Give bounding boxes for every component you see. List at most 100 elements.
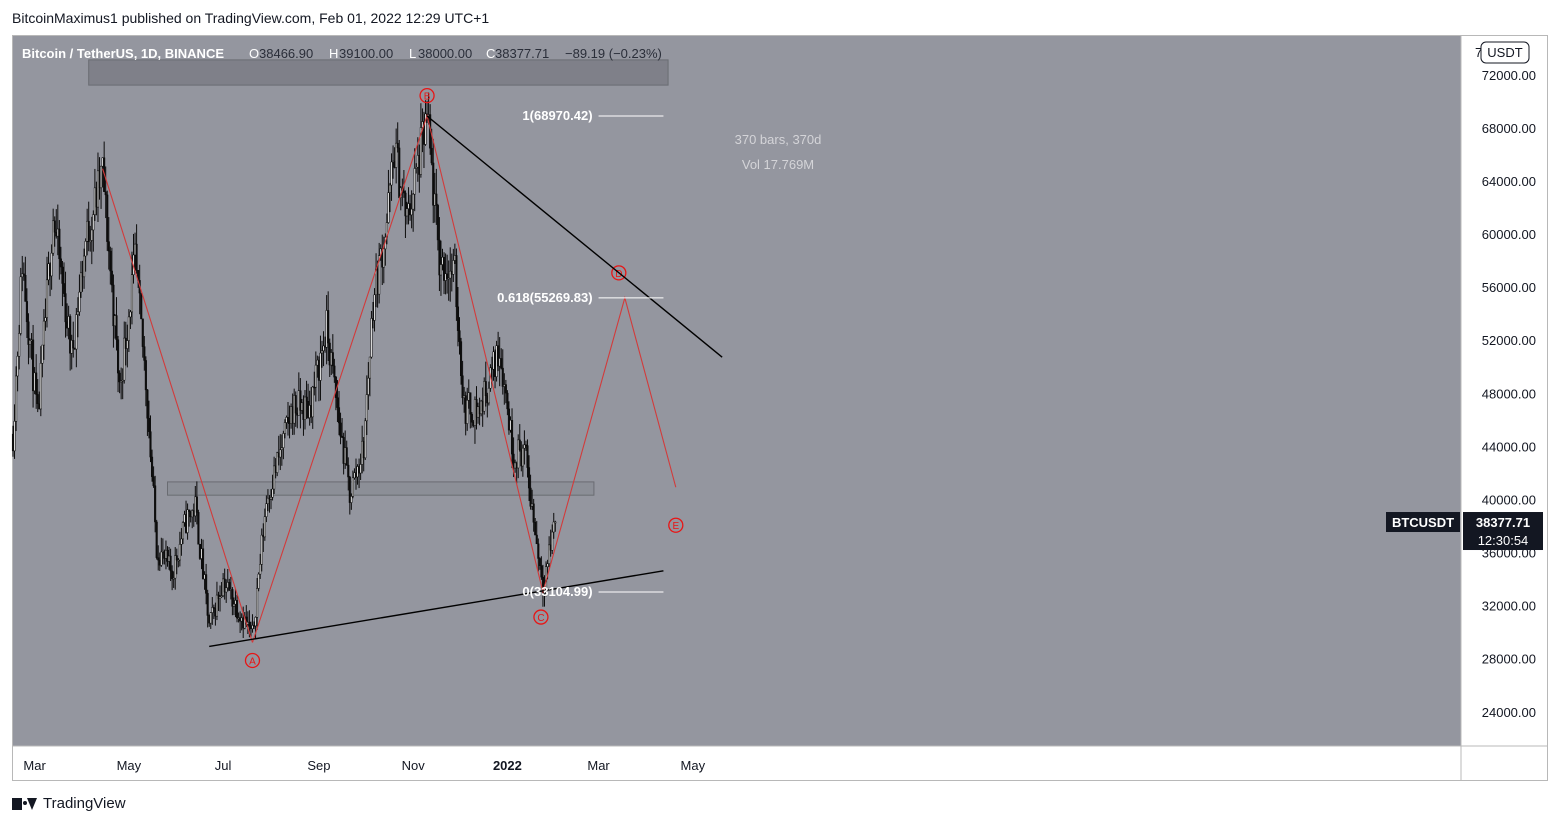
legend-symbol[interactable]: Bitcoin / TetherUS, 1D, BINANCE xyxy=(22,46,224,61)
candle-body xyxy=(458,330,461,342)
candle-body xyxy=(171,570,174,580)
candle-body xyxy=(178,544,181,561)
candle-body xyxy=(387,192,390,223)
candle-body xyxy=(42,320,45,346)
wave-label-circle-b xyxy=(419,87,435,104)
fib-layer: 1(68970.42) 0.618(55269.83) 0(33104.99) xyxy=(497,108,664,599)
legend-o-label: O xyxy=(249,46,259,61)
candle-body xyxy=(172,577,175,580)
candle-body xyxy=(144,360,147,391)
last-price-tag: BTCUSDT 38377.71 12:30:54 xyxy=(1386,512,1543,551)
candle-body xyxy=(13,421,16,452)
candle-body xyxy=(305,396,308,402)
candle-body xyxy=(127,316,130,341)
candle-body xyxy=(140,292,143,320)
candle-body xyxy=(529,487,532,507)
candle-body xyxy=(104,191,107,196)
candle-body xyxy=(382,248,385,268)
candle-body xyxy=(206,593,209,616)
candle-body xyxy=(177,559,180,562)
candle-body xyxy=(294,395,297,414)
candle-body xyxy=(526,445,529,468)
legend-low: 38000.00 xyxy=(418,46,472,61)
candle-body xyxy=(370,318,373,358)
candle-body xyxy=(15,375,18,422)
candle-body xyxy=(59,258,62,268)
candle-body xyxy=(276,452,279,473)
candle-body xyxy=(339,422,342,437)
candle-body xyxy=(100,165,103,189)
candle-body xyxy=(186,509,189,533)
time-tick-6: Mar xyxy=(587,758,610,773)
candle-body xyxy=(534,522,537,536)
time-axis-area[interactable] xyxy=(13,746,1547,780)
time-tick-1: May xyxy=(117,758,142,773)
currency-badge[interactable]: USDT xyxy=(1480,41,1530,64)
candle-body xyxy=(404,192,407,217)
candle-body xyxy=(396,142,399,149)
wave-label-circle-d xyxy=(611,265,627,281)
candle-body xyxy=(35,372,38,395)
candle-body xyxy=(455,255,458,308)
price-axis-area[interactable] xyxy=(1461,36,1547,746)
candle-body xyxy=(254,617,257,627)
price-tick-8: 40000.00 xyxy=(1482,492,1536,507)
fib-label-1: 0.618(55269.83) xyxy=(497,290,592,305)
last-price-symbol: BTCUSDT xyxy=(1392,515,1454,530)
candle-body xyxy=(152,476,155,487)
candle-body xyxy=(395,142,398,168)
candle-body xyxy=(359,464,362,474)
candle-body xyxy=(62,283,66,294)
candle-body xyxy=(351,477,354,497)
candle-body xyxy=(248,621,251,627)
candle-body xyxy=(220,595,223,597)
candle-body xyxy=(197,512,200,545)
price-tick-4: 56000.00 xyxy=(1482,280,1536,295)
candle-body xyxy=(45,279,49,318)
currency-badge-label: USDT xyxy=(1487,45,1522,60)
candle-body xyxy=(27,321,30,345)
candle-body xyxy=(112,284,115,327)
wave-label-circle-e xyxy=(668,517,684,533)
footer-brand[interactable]: TradingView xyxy=(12,795,126,812)
candle-body xyxy=(337,407,341,424)
tradingview-logo-icon xyxy=(12,797,37,810)
candle-body xyxy=(123,337,126,381)
wave-label-d: D xyxy=(615,269,622,280)
candle-body xyxy=(92,214,95,231)
candle-body xyxy=(259,564,262,575)
candle-body xyxy=(365,394,368,422)
candle-body xyxy=(109,250,112,272)
candle-body xyxy=(540,565,543,578)
candle-body xyxy=(410,208,413,216)
candle-body xyxy=(452,260,455,275)
candle-body xyxy=(25,301,28,323)
candle-body xyxy=(512,453,515,469)
candle-body xyxy=(24,274,27,302)
candle-body xyxy=(280,447,283,451)
candle-body xyxy=(336,397,339,408)
candle-body xyxy=(75,314,78,350)
candle-body xyxy=(231,589,234,607)
legend-close: 38377.71 xyxy=(495,46,549,61)
candle-body xyxy=(129,311,132,318)
candle-body xyxy=(126,340,129,349)
price-tick-7: 44000.00 xyxy=(1482,439,1536,454)
candle-body xyxy=(44,317,47,322)
candle-body xyxy=(345,447,348,466)
candle-body xyxy=(257,573,260,589)
candle-body xyxy=(87,220,90,243)
candle-body xyxy=(517,439,520,469)
candle-body xyxy=(58,228,61,260)
candle-body xyxy=(215,594,218,617)
candle-body xyxy=(118,372,121,383)
candles-layer xyxy=(11,92,557,639)
measure-volume-label: Vol 17.769M xyxy=(742,157,814,172)
candle-body xyxy=(155,521,158,558)
candle-body xyxy=(28,340,32,345)
candle-body xyxy=(415,166,418,169)
candle-body xyxy=(228,582,231,591)
candle-body xyxy=(106,194,109,242)
candle-body xyxy=(402,190,405,194)
